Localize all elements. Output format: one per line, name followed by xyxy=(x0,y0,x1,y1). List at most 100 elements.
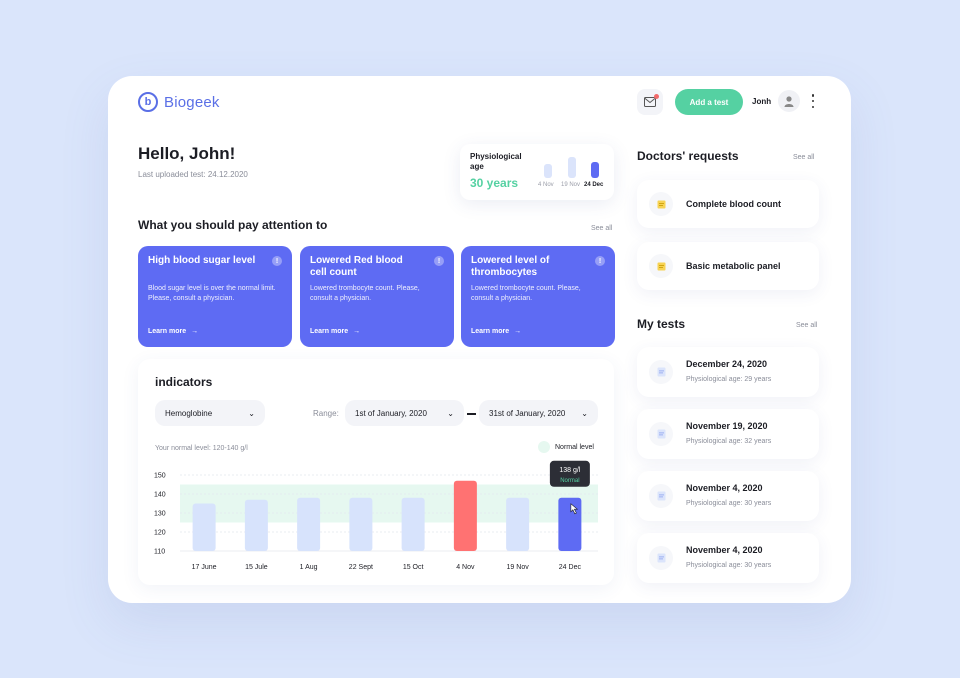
physio-title: Physiological age xyxy=(470,152,522,171)
y-tick-label: 150 xyxy=(154,473,166,480)
arrow-right-icon: → xyxy=(514,328,522,335)
range-from-value: 1st of January, 2020 xyxy=(355,408,427,418)
document-icon xyxy=(649,192,673,216)
mini-bar xyxy=(544,163,552,178)
y-tick-label: 140 xyxy=(154,492,166,499)
more-menu-icon[interactable] xyxy=(809,94,817,108)
file-icon xyxy=(649,422,673,446)
mini-label: 24 Dec xyxy=(584,182,604,188)
learn-more-link[interactable]: Learn more → xyxy=(310,328,360,335)
doctors-see-all-link[interactable]: See all xyxy=(793,154,815,161)
indicators-panel: indicators Hemoglobine ⌄ Range: 1st of J… xyxy=(138,359,614,585)
alert-description: Lowered trombocyte count. Please, consul… xyxy=(310,285,420,302)
request-item[interactable]: Basic metabolic panel xyxy=(637,242,819,290)
pointer-cursor-icon xyxy=(570,503,579,515)
test-physio-age: Physiological age: 32 years xyxy=(686,438,772,445)
test-date: November 4, 2020 xyxy=(686,545,763,555)
chart-bar xyxy=(506,497,530,551)
arrow-right-icon: → xyxy=(191,328,199,335)
test-item[interactable]: November 4, 2020 Physiological age: 30 y… xyxy=(637,533,819,583)
user-icon xyxy=(784,95,794,107)
info-icon[interactable]: ! xyxy=(434,256,444,266)
envelope-icon xyxy=(644,97,656,107)
test-date: December 24, 2020 xyxy=(686,359,768,369)
x-tick-label: 24 Dec xyxy=(559,564,582,571)
last-uploaded-test: Last uploaded test: 24.12.2020 xyxy=(138,170,248,179)
chart-bar xyxy=(244,499,268,551)
document-icon xyxy=(649,254,673,278)
chart-bar xyxy=(192,503,216,551)
legend-swatch xyxy=(538,441,550,453)
learn-more-link[interactable]: Learn more → xyxy=(148,328,198,335)
hemoglobin-bar-chart: 150 140 130 120 110 17 June 15 Jule 1 Aug 22 Sep… xyxy=(154,460,598,571)
alert-title: Lowered level of thrombocytes xyxy=(471,255,550,278)
range-to-value: 31st of January, 2020 xyxy=(489,408,566,418)
mini-bar xyxy=(568,157,576,178)
chart-bar xyxy=(453,480,477,551)
page-title: Hello, John! xyxy=(138,144,236,163)
alert-card-blood-sugar[interactable]: High blood sugar level ! Blood sugar lev… xyxy=(138,246,292,347)
test-item[interactable]: November 19, 2020 Physiological age: 32 … xyxy=(637,409,819,459)
range-from-select[interactable]: 1st of January, 2020 ⌄ xyxy=(345,400,464,426)
physio-value: 30 years xyxy=(470,176,519,190)
chart-bar xyxy=(558,497,582,551)
request-item[interactable]: Complete blood count xyxy=(637,180,819,228)
x-tick-label: 19 Nov xyxy=(507,564,530,571)
x-tick-label: 17 June xyxy=(192,564,217,571)
messages-button[interactable] xyxy=(637,89,663,115)
info-icon[interactable]: ! xyxy=(272,256,282,266)
physiological-age-card[interactable]: Physiological age 30 years 4 Nov 19 Nov … xyxy=(460,144,614,200)
avatar[interactable] xyxy=(778,90,800,112)
y-tick-label: 120 xyxy=(154,530,166,537)
my-tests-title: My tests xyxy=(637,317,686,331)
legend-label: Normal level xyxy=(555,443,594,451)
test-date: November 19, 2020 xyxy=(686,421,768,431)
indicators-title: indicators xyxy=(155,375,213,389)
test-physio-age: Physiological age: 30 years xyxy=(686,500,772,507)
x-tick-label: 4 Nov xyxy=(456,564,475,571)
chart-bar xyxy=(297,497,321,551)
logo-icon: b xyxy=(138,92,158,112)
arrow-right-icon: → xyxy=(353,328,361,335)
file-icon xyxy=(649,360,673,384)
test-item[interactable]: December 24, 2020 Physiological age: 29 … xyxy=(637,347,819,397)
normal-level-note: Your normal level: 120-140 g/l xyxy=(155,445,248,452)
mini-label: 19 Nov xyxy=(561,182,581,188)
user-name[interactable]: Jonh xyxy=(752,97,772,106)
alert-card-red-blood-cell[interactable]: Lowered Red blood cell count ! Lowered t… xyxy=(300,246,454,347)
learn-more-label: Learn more xyxy=(310,328,349,335)
x-tick-label: 22 Sept xyxy=(349,564,373,571)
attention-see-all-link[interactable]: See all xyxy=(591,225,613,232)
learn-more-label: Learn more xyxy=(148,328,187,335)
y-tick-label: 130 xyxy=(154,511,166,518)
indicator-select[interactable]: Hemoglobine ⌄ xyxy=(155,400,265,426)
learn-more-link[interactable]: Learn more → xyxy=(471,328,521,335)
request-label: Complete blood count xyxy=(686,199,781,209)
chevron-down-icon: ⌄ xyxy=(447,408,454,418)
mini-bar xyxy=(591,162,599,178)
tooltip-box xyxy=(549,460,590,487)
doctors-requests-title: Doctors' requests xyxy=(637,149,739,163)
alert-card-thrombocytes[interactable]: Lowered level of thrombocytes ! Lowered … xyxy=(461,246,615,347)
request-label: Basic metabolic panel xyxy=(686,261,781,271)
my-tests-see-all-link[interactable]: See all xyxy=(796,322,818,329)
file-icon xyxy=(649,546,673,570)
brand-name: Biogeek xyxy=(164,93,220,111)
tooltip-value: 138 g/l xyxy=(559,467,580,474)
x-tick-label: 15 Jule xyxy=(245,564,268,571)
file-icon xyxy=(649,484,673,508)
alert-title: High blood sugar level xyxy=(148,255,256,266)
normal-level-band xyxy=(180,484,598,523)
test-physio-age: Physiological age: 30 years xyxy=(686,562,772,569)
indicator-select-value: Hemoglobine xyxy=(165,408,213,418)
brand-logo[interactable]: b Biogeek xyxy=(138,92,220,112)
info-icon[interactable]: ! xyxy=(595,256,605,266)
attention-title: What you should pay attention to xyxy=(138,218,328,232)
range-to-select[interactable]: 31st of January, 2020 ⌄ xyxy=(479,400,598,426)
test-physio-age: Physiological age: 29 years xyxy=(686,376,772,383)
app-window: b Biogeek Add a test Jonh Hello, John! L… xyxy=(108,76,851,603)
mini-label: 4 Nov xyxy=(538,182,554,188)
add-test-button[interactable]: Add a test xyxy=(675,89,743,115)
test-item[interactable]: November 4, 2020 Physiological age: 30 y… xyxy=(637,471,819,521)
chart-bar xyxy=(401,497,425,551)
